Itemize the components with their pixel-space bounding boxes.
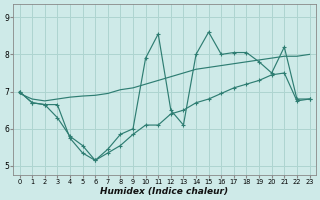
X-axis label: Humidex (Indice chaleur): Humidex (Indice chaleur): [100, 187, 228, 196]
